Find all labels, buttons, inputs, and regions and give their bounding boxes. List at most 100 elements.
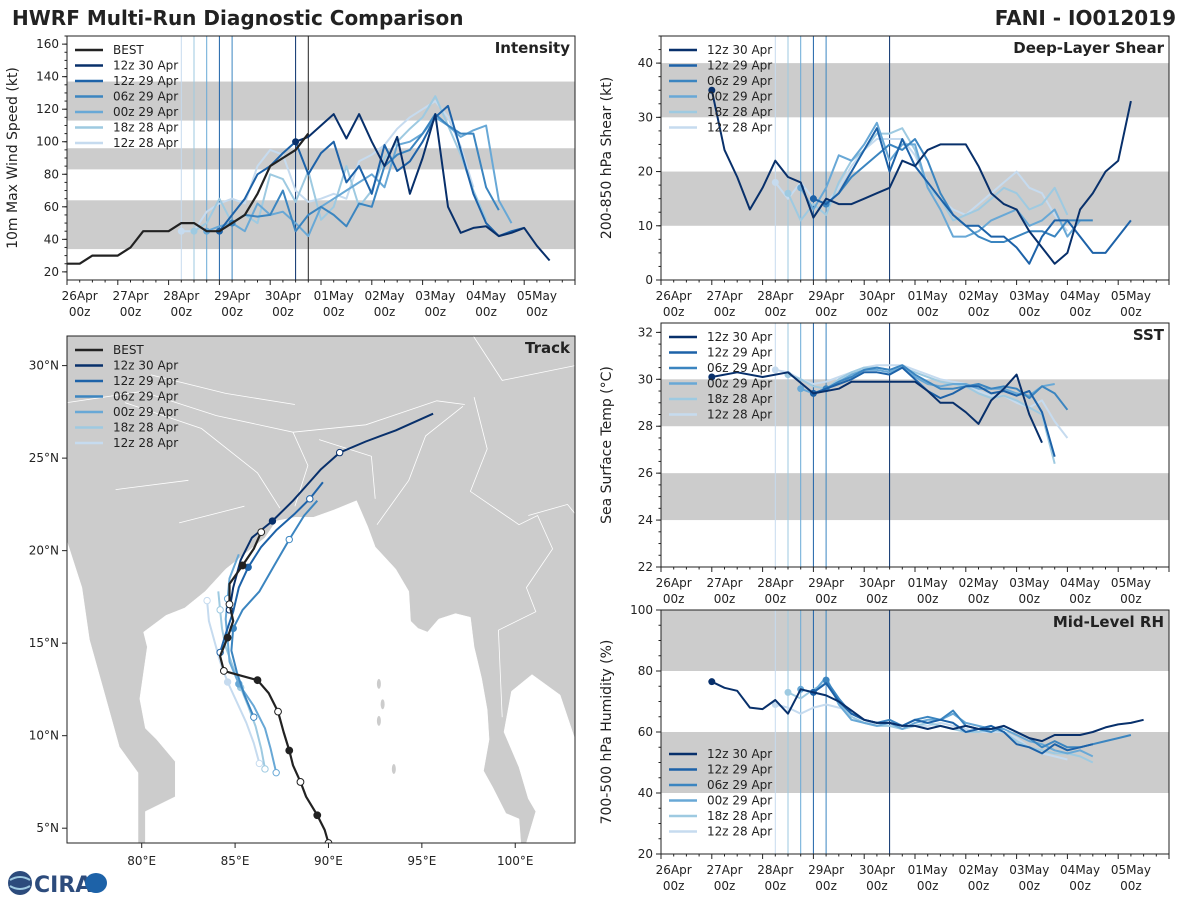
best-track-point	[253, 676, 262, 685]
y-tick-label: 28	[638, 419, 653, 433]
y-tick-label: 100	[36, 135, 59, 149]
series-start-point	[771, 366, 779, 374]
panel-title: SST	[1133, 326, 1165, 344]
lat-tick-label: 25°N	[29, 451, 59, 465]
legend-label: 06z 29 Apr	[707, 361, 772, 375]
y-tick-label: 10	[638, 219, 653, 233]
track-point	[285, 535, 293, 544]
island	[376, 678, 381, 689]
series-line-0	[710, 89, 1132, 265]
arabian-sea	[67, 541, 139, 843]
panel-title: Deep-Layer Shear	[1013, 39, 1164, 57]
legend-label: 18z 28 Apr	[113, 421, 178, 435]
lat-tick-label: 20°N	[29, 544, 59, 558]
legend-label: 12z 28 Apr	[113, 136, 178, 150]
shear-panel: 0 10 20 30 40 26Apr 00z 27Apr 00z 28Apr 00z 29Apr 00…	[599, 35, 1170, 319]
x-tick-hour: 00z	[968, 305, 990, 319]
y-tick-label: 40	[638, 786, 653, 800]
legend-label: 12z 29 Apr	[113, 374, 178, 388]
panel-title: Track	[525, 339, 571, 357]
x-tick-date: 28Apr	[757, 863, 793, 877]
series-start-point	[177, 227, 185, 235]
x-tick-date: 04May	[1060, 289, 1100, 303]
country-border	[150, 374, 295, 405]
x-tick-hour: 00z	[866, 592, 888, 606]
threshold-band	[661, 63, 1169, 118]
series-start-point	[784, 688, 792, 696]
legend-label: 00z 29 Apr	[707, 377, 772, 391]
x-tick-date: 26Apr	[656, 289, 692, 303]
storm-id: FANI - IO012019	[995, 6, 1176, 30]
series-line-3	[799, 121, 1081, 238]
x-tick-hour: 00z	[866, 879, 888, 893]
rh-panel: 20 40 60 80 100 26Apr 00z 27Apr 00z 28Apr 00z 29Apr…	[599, 603, 1170, 893]
x-tick-date: 03May	[1009, 863, 1049, 877]
country-border	[528, 503, 575, 516]
x-tick-hour: 00z	[714, 879, 736, 893]
x-tick-date: 05May	[1111, 576, 1151, 590]
x-tick-hour: 00z	[663, 592, 685, 606]
x-tick-date: 29Apr	[808, 289, 844, 303]
x-tick-date: 01May	[314, 289, 354, 303]
x-tick-hour: 00z	[69, 305, 91, 319]
series-start-point	[771, 178, 779, 186]
track-point	[223, 678, 232, 686]
track-point	[261, 765, 269, 773]
x-tick-date: 02May	[958, 863, 998, 877]
best-track-point	[313, 811, 322, 820]
x-tick-date: 05May	[1111, 289, 1151, 303]
y-tick-label: 60	[44, 200, 59, 214]
x-tick-date: 03May	[415, 289, 455, 303]
panel-title: Mid-Level RH	[1053, 613, 1164, 631]
y-tick-label: 160	[36, 37, 59, 51]
legend-label: 18z 28 Apr	[113, 121, 178, 135]
x-tick-hour: 00z	[221, 305, 243, 319]
x-tick-date: 02May	[958, 576, 998, 590]
y-tick-label: 30	[638, 372, 653, 386]
x-tick-date: 28Apr	[757, 289, 793, 303]
x-tick-date: 03May	[1009, 576, 1049, 590]
x-tick-date: 05May	[1111, 863, 1151, 877]
x-tick-hour: 00z	[714, 592, 736, 606]
x-tick-date: 27Apr	[706, 576, 742, 590]
series-line-5	[775, 703, 1068, 761]
legend-label: 12z 29 Apr	[113, 74, 178, 88]
x-tick-hour: 00z	[714, 305, 736, 319]
legend-label: 12z 30 Apr	[113, 59, 178, 73]
x-tick-hour: 00z	[1019, 592, 1041, 606]
track-line-1	[219, 481, 324, 653]
series-line-0	[711, 680, 1144, 743]
track-point	[255, 759, 264, 768]
x-tick-date: 29Apr	[808, 576, 844, 590]
lat-tick-label: 5°N	[36, 821, 59, 835]
sst-panel: 22 24 26 28 30 32 26Apr 00z 27Apr 00z 28Apr 00z 29Ap…	[599, 322, 1170, 606]
best-track-point	[296, 778, 305, 786]
legend-label: 12z 30 Apr	[113, 359, 178, 373]
series-line-5	[181, 100, 475, 233]
series-line-5	[775, 364, 1069, 439]
series-line-0	[711, 371, 1043, 444]
x-tick-hour: 00z	[1019, 879, 1041, 893]
x-tick-date: 28Apr	[757, 576, 793, 590]
legend-label: 06z 29 Apr	[707, 74, 772, 88]
x-tick-date: 30Apr	[265, 289, 301, 303]
series-start-point	[822, 676, 830, 684]
x-tick-hour: 00z	[1120, 592, 1142, 606]
x-tick-date: 29Apr	[214, 289, 250, 303]
x-tick-hour: 00z	[323, 305, 345, 319]
x-tick-date: 04May	[1060, 576, 1100, 590]
y-tick-label: 0	[645, 273, 653, 287]
x-tick-date: 01May	[908, 576, 948, 590]
country-border	[115, 479, 189, 490]
legend-label: 18z 28 Apr	[707, 392, 772, 406]
threshold-band	[661, 610, 1169, 671]
series-line-3	[206, 116, 513, 238]
y-tick-label: 80	[44, 167, 59, 181]
x-tick-hour: 00z	[171, 305, 193, 319]
legend-label: 12z 28 Apr	[707, 121, 772, 135]
